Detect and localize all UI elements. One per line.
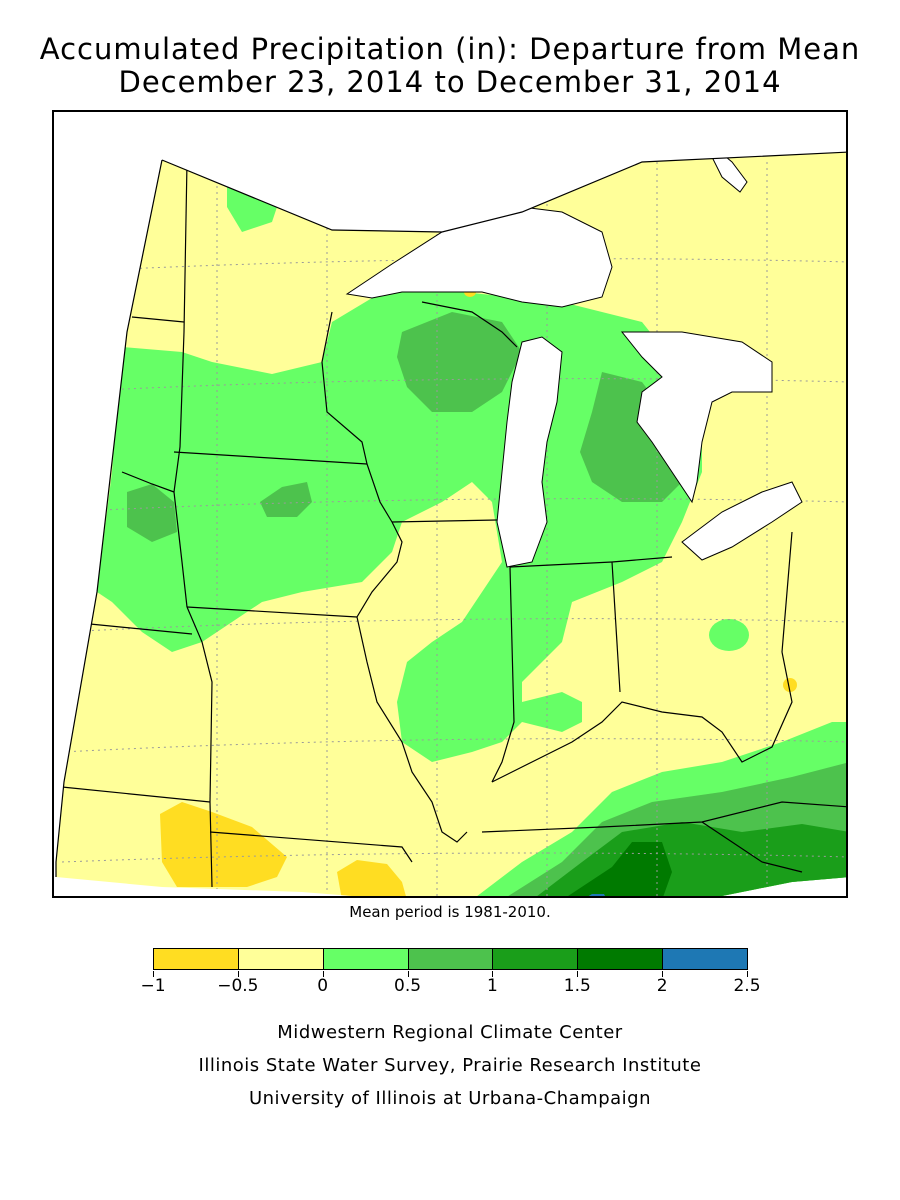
legend-tick-label: 2 — [656, 976, 668, 996]
legend-tick-label: −0.5 — [217, 976, 259, 996]
legend-tick-mark — [662, 971, 664, 977]
lake-michigan — [496, 336, 563, 568]
band-0-to-0.5-ohio — [709, 619, 749, 651]
precipitation-departure-map — [55, 151, 846, 896]
credit-line-2: Illinois State Water Survey, Prairie Res… — [198, 1055, 702, 1076]
band-neg-1-to-neg-0.5-kansas — [160, 802, 287, 887]
legend-tick-mark — [492, 971, 494, 977]
map-title-line-1: Accumulated Precipitation (in): Departur… — [39, 32, 861, 66]
band-0.5-to-1-nebraska — [127, 484, 177, 542]
legend-swatch-4 — [492, 948, 579, 970]
band-0.5-to-1-iowa — [260, 482, 312, 517]
credit-line-3: University of Illinois at Urbana-Champai… — [248, 1088, 652, 1109]
lake-erie — [681, 481, 803, 561]
legend-tick-mark — [153, 971, 154, 977]
precip-field — [56, 152, 846, 896]
legend-tick-label: 0 — [317, 976, 329, 996]
band-neg-1-to-neg-0.5-ohio — [783, 678, 797, 692]
legend-swatch-2 — [322, 948, 409, 970]
legend-tick-mark — [237, 971, 239, 977]
legend-swatch-0 — [153, 948, 239, 970]
band-2-to-2.5-southeast — [582, 894, 607, 896]
legend-swatch-1 — [237, 948, 324, 970]
band-0.5-to-1-michigan — [580, 372, 692, 502]
state-boundaries — [61, 161, 846, 888]
mean-period-note: Mean period is 1981-2010. — [349, 903, 551, 921]
band-1.5-to-2-southeast — [562, 842, 672, 896]
legend-tick-mark — [407, 971, 409, 977]
legend-swatch-5 — [577, 948, 664, 970]
lake-huron — [620, 331, 773, 504]
map-title-line-2: December 23, 2014 to December 31, 2014 — [118, 65, 782, 99]
legend-tick-label: −1 — [140, 976, 166, 996]
legend-tick-label: 0.5 — [394, 976, 422, 996]
legend-swatch-3 — [407, 948, 494, 970]
legend-tick-label: 1.5 — [563, 976, 591, 996]
region-outline — [55, 151, 846, 877]
band-neg-1-to-neg-0.5-missouri — [337, 860, 407, 896]
legend-tick-mark — [577, 971, 579, 977]
credit-line-1: Midwestern Regional Climate Center — [277, 1022, 623, 1043]
map-frame — [52, 110, 848, 898]
legend-tick-label: 1 — [487, 976, 498, 996]
legend-tick-label: 2.5 — [733, 976, 761, 996]
band-0.5-to-1-wisconsin — [397, 312, 522, 412]
color-legend — [153, 948, 748, 977]
legend-tick-mark — [747, 971, 748, 977]
legend-tick-mark — [322, 971, 324, 977]
legend-swatch-6 — [662, 948, 748, 970]
